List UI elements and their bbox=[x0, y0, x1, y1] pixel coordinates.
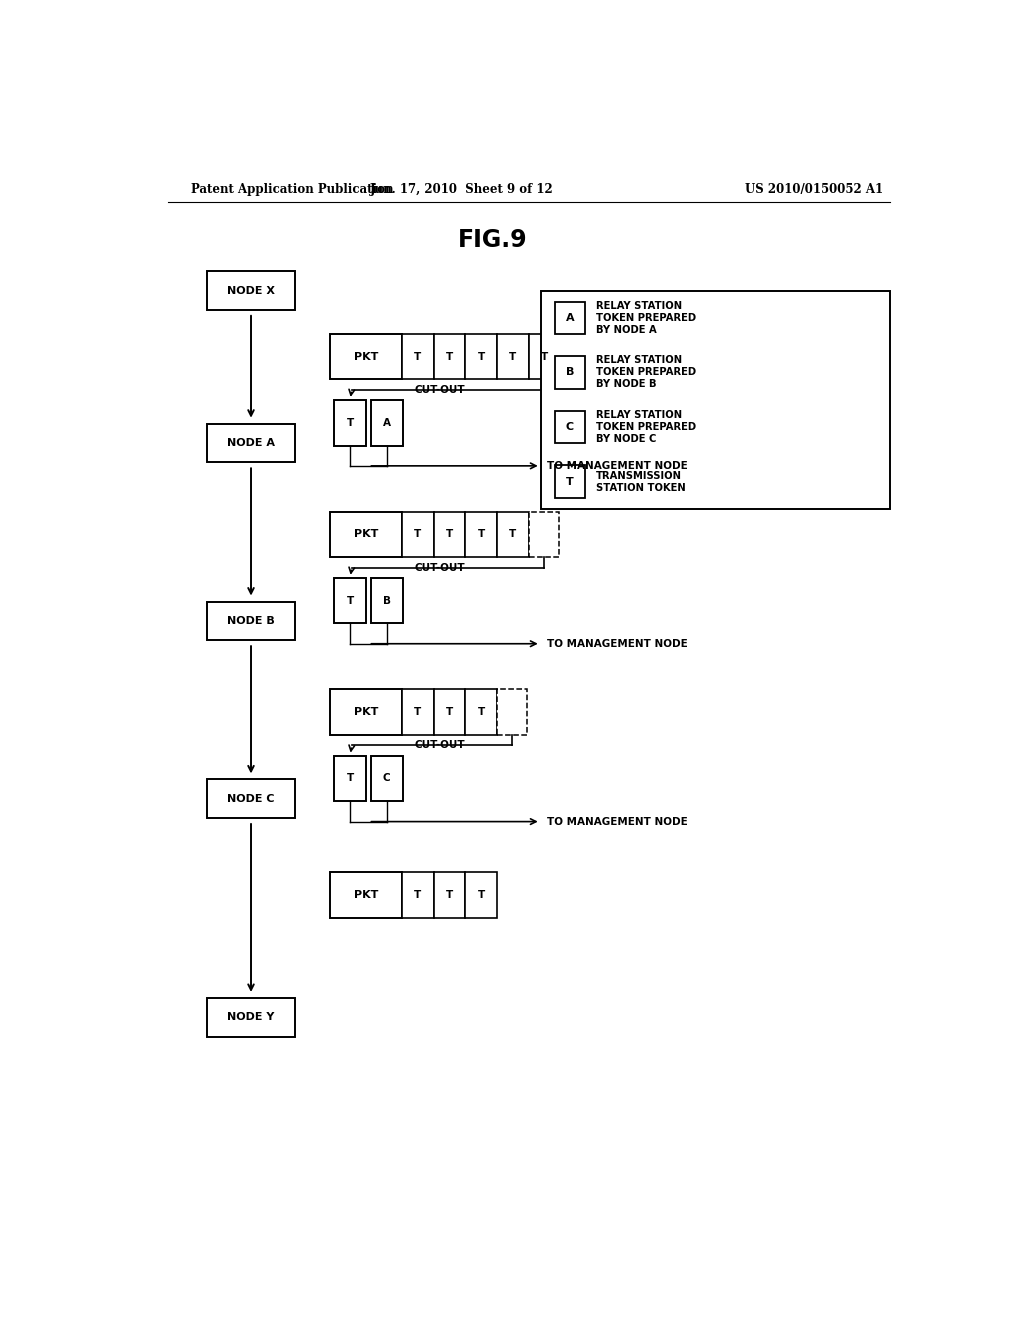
Bar bbox=[555, 411, 585, 444]
Text: US 2010/0150052 A1: US 2010/0150052 A1 bbox=[745, 183, 884, 197]
Text: NODE A: NODE A bbox=[227, 438, 275, 447]
Text: T: T bbox=[445, 529, 453, 540]
Bar bbox=[433, 689, 465, 735]
Text: RELAY STATION
TOKEN PREPARED
BY NODE A: RELAY STATION TOKEN PREPARED BY NODE A bbox=[596, 301, 696, 335]
Bar bbox=[334, 578, 367, 623]
Text: PKT: PKT bbox=[354, 529, 378, 540]
Text: T: T bbox=[346, 417, 354, 428]
Bar bbox=[207, 271, 295, 310]
Bar bbox=[541, 290, 890, 510]
Bar bbox=[465, 873, 497, 919]
Text: PKT: PKT bbox=[354, 708, 378, 717]
Bar bbox=[331, 334, 401, 379]
Text: TO MANAGEMENT NODE: TO MANAGEMENT NODE bbox=[547, 461, 688, 471]
Bar bbox=[555, 301, 585, 334]
Text: C: C bbox=[383, 774, 390, 783]
Text: FIG.9: FIG.9 bbox=[459, 228, 527, 252]
Bar bbox=[401, 873, 433, 919]
Text: A: A bbox=[383, 417, 391, 428]
Bar bbox=[433, 512, 465, 557]
Bar bbox=[331, 689, 401, 735]
Text: T: T bbox=[414, 529, 421, 540]
Text: TO MANAGEMENT NODE: TO MANAGEMENT NODE bbox=[547, 817, 688, 826]
Text: T: T bbox=[445, 890, 453, 900]
Bar bbox=[207, 779, 295, 818]
Text: A: A bbox=[565, 313, 574, 323]
Text: B: B bbox=[383, 595, 391, 606]
Bar bbox=[528, 512, 559, 557]
Bar bbox=[465, 334, 497, 379]
Bar bbox=[371, 755, 402, 801]
Text: TO MANAGEMENT NODE: TO MANAGEMENT NODE bbox=[547, 639, 688, 648]
Text: T: T bbox=[477, 529, 484, 540]
Text: T: T bbox=[566, 477, 573, 487]
Text: T: T bbox=[445, 351, 453, 362]
Text: T: T bbox=[541, 351, 548, 362]
Bar bbox=[528, 334, 560, 379]
Bar bbox=[207, 998, 295, 1036]
Text: RELAY STATION
TOKEN PREPARED
BY NODE C: RELAY STATION TOKEN PREPARED BY NODE C bbox=[596, 411, 696, 444]
Bar bbox=[497, 689, 527, 735]
Text: PKT: PKT bbox=[354, 890, 378, 900]
Bar bbox=[401, 512, 433, 557]
Text: T: T bbox=[414, 708, 421, 717]
Bar bbox=[371, 400, 402, 446]
Text: T: T bbox=[445, 708, 453, 717]
Text: B: B bbox=[566, 367, 574, 378]
Text: NODE B: NODE B bbox=[227, 616, 274, 626]
Bar bbox=[207, 602, 295, 640]
Bar bbox=[555, 466, 585, 498]
Text: T: T bbox=[346, 595, 354, 606]
Bar bbox=[331, 873, 401, 919]
Bar bbox=[334, 400, 367, 446]
Text: CUT-OUT: CUT-OUT bbox=[415, 562, 465, 573]
Text: C: C bbox=[566, 422, 574, 432]
Bar bbox=[560, 334, 591, 379]
Bar bbox=[555, 356, 585, 389]
Bar bbox=[371, 578, 402, 623]
Text: CUT-OUT: CUT-OUT bbox=[415, 741, 465, 750]
Text: Jun. 17, 2010  Sheet 9 of 12: Jun. 17, 2010 Sheet 9 of 12 bbox=[370, 183, 553, 197]
Bar bbox=[465, 512, 497, 557]
Text: RELAY STATION
TOKEN PREPARED
BY NODE B: RELAY STATION TOKEN PREPARED BY NODE B bbox=[596, 355, 696, 389]
Bar bbox=[207, 424, 295, 462]
Text: T: T bbox=[414, 890, 421, 900]
Text: NODE Y: NODE Y bbox=[227, 1012, 274, 1022]
Text: PKT: PKT bbox=[354, 351, 378, 362]
Text: NODE X: NODE X bbox=[227, 285, 275, 296]
Bar bbox=[331, 512, 401, 557]
Text: T: T bbox=[509, 529, 516, 540]
Text: T: T bbox=[509, 351, 516, 362]
Bar bbox=[465, 689, 497, 735]
Text: Patent Application Publication: Patent Application Publication bbox=[191, 183, 394, 197]
Text: TRANSMISSION
STATION TOKEN: TRANSMISSION STATION TOKEN bbox=[596, 471, 686, 492]
Text: T: T bbox=[414, 351, 421, 362]
Bar bbox=[497, 512, 528, 557]
Bar bbox=[401, 334, 433, 379]
Bar bbox=[497, 334, 528, 379]
Text: NODE C: NODE C bbox=[227, 793, 274, 804]
Text: CUT-OUT: CUT-OUT bbox=[415, 384, 465, 395]
Bar bbox=[433, 873, 465, 919]
Text: T: T bbox=[477, 708, 484, 717]
Bar bbox=[433, 334, 465, 379]
Text: T: T bbox=[346, 774, 354, 783]
Bar bbox=[334, 755, 367, 801]
Bar bbox=[401, 689, 433, 735]
Text: T: T bbox=[477, 890, 484, 900]
Text: T: T bbox=[477, 351, 484, 362]
